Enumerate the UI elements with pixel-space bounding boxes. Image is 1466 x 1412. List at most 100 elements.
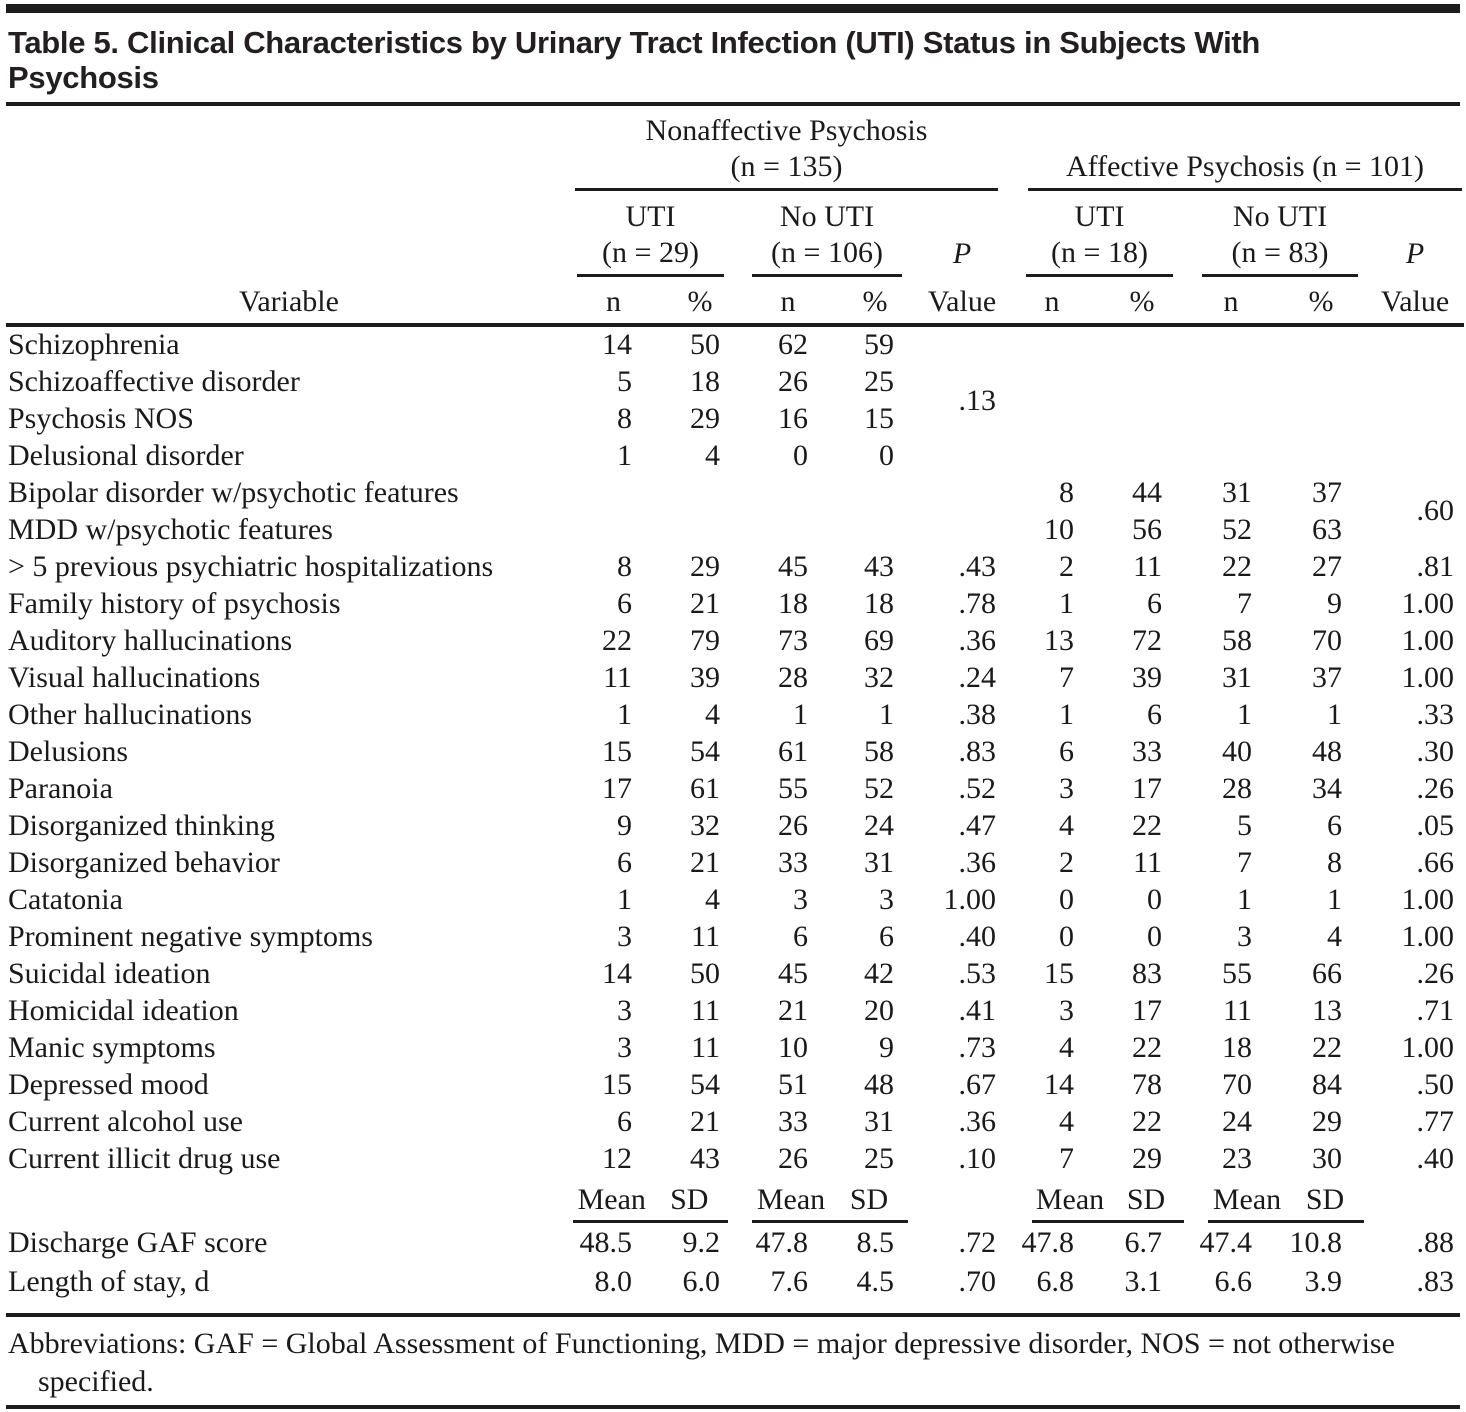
spacer [6,191,571,277]
value-cell: 31 [864,845,894,879]
value-cell: 39 [1132,660,1162,694]
table-row: Discharge GAF score 48.5 9.2 47.8 8.5 .72 47.8… [6,1223,1464,1262]
group-nonaffective-line2: (n = 135) [730,150,843,183]
row-label: Suicidal ideation [8,956,211,990]
value-cell: 34 [1312,771,1342,805]
value-cell: 18 [1222,1030,1252,1064]
value-cell: 6 [617,586,632,620]
value-cell: 23 [1222,1141,1252,1175]
value-cell: 29 [1312,1104,1342,1138]
value-cell: 6 [879,919,894,953]
n-column-header: n [571,277,656,327]
row-label: Paranoia [8,771,113,805]
value-cell: .26 [1416,771,1455,805]
abbreviations-footnote: Abbreviations: GAF = Global Assessment o… [8,1327,1395,1398]
p-header-nonaffective: P [952,237,972,270]
value-cell: 24 [1222,1104,1252,1138]
value-cell: 14 [602,956,632,990]
value-cell: 7.6 [770,1264,809,1298]
value-cell: 1 [1237,882,1252,916]
value-cell: 11 [1133,549,1162,583]
value-cell: 21 [778,993,808,1027]
subgroup-nouti-affective: No UTI (n = 83) [1186,191,1366,277]
mean-sd-pair: Mean SD [571,1177,744,1223]
value-cell: 2 [1059,845,1074,879]
value-cell: .88 [1416,1225,1455,1259]
value-cell: 26 [778,364,808,398]
value-cell: 47.8 [755,1225,809,1259]
value-cell: 6.6 [1214,1264,1253,1298]
nouti1-n: (n = 106) [771,236,883,269]
value-cell: 10 [1044,512,1074,546]
value-cell: .41 [958,993,997,1027]
value-cell [1276,325,1366,363]
value-cell: 61 [690,771,720,805]
value-cell [1098,400,1186,437]
subgroup-uti-nonaffective: UTI (n = 29) [571,191,744,277]
sd-label: SD [670,1183,709,1216]
value-cell: 7 [1059,1141,1074,1175]
value-cell: 3.9 [1304,1264,1343,1298]
value-cell: 22 [1132,1030,1162,1064]
table-row: Disorganized thinking 9 32 26 24 .47 4 22 5 6 .05 [6,807,1464,844]
table-row: Homicidal ideation 3 11 21 20 .41 3 17 11 13 .71 [6,992,1464,1029]
value-cell: 54 [690,1067,720,1101]
value-cell [1006,363,1098,400]
value-cell [832,511,918,548]
value-cell: 18 [864,586,894,620]
table-row: Visual hallucinations 11 39 28 32 .24 7 39 31 37 1… [6,659,1464,696]
top-rule [6,4,1460,13]
value-cell: 55 [1222,956,1252,990]
group-header-nonaffective: Nonaffective Psychosis (n = 135) [571,106,1006,191]
row-label: Depressed mood [8,1067,209,1101]
value-cell: 5 [1237,808,1252,842]
value-cell [656,511,744,548]
value-cell: 52 [864,771,894,805]
value-cell: 0 [879,438,894,472]
value-cell: 69 [864,623,894,657]
value-cell: 58 [1222,623,1252,657]
value-cell: 4 [1059,1104,1074,1138]
value-cell: 4 [1327,919,1342,953]
p-header-affective: P [1405,237,1425,270]
value-cell: 29 [690,401,720,435]
value-cell: 15 [864,401,894,435]
value-cell: 61 [778,734,808,768]
value-cell: 72 [1132,623,1162,657]
value-cell: 43 [864,549,894,583]
column-header-row: Variable n % n % Value n % n % Value [6,277,1465,327]
group-header-row: Nonaffective Psychosis (n = 135) Affecti… [6,106,1464,191]
value-cell: 22 [1132,1104,1162,1138]
value-cell: 4.5 [856,1264,895,1298]
sd-label: SD [1126,1183,1166,1216]
value-cell: 26 [778,808,808,842]
table-row: Current alcohol use 6 21 33 31 .36 4 22 24 29 .77 [6,1103,1464,1140]
value-cell: 54 [690,734,720,768]
value-cell: .05 [1416,808,1455,842]
table-row: Other hallucinations 1 4 1 1.38 1 6 1 1.33 [6,696,1464,733]
value-cell: 79 [690,623,720,657]
uti1-n: (n = 29) [602,236,699,269]
value-cell: 25 [864,364,894,398]
value-cell: 63 [1312,512,1342,546]
value-cell [1276,363,1366,400]
value-cell: .50 [1416,1067,1455,1101]
value-cell: 11 [691,993,720,1027]
value-cell: 18 [778,586,808,620]
value-cell [744,511,832,548]
value-cell: 18 [690,364,720,398]
value-cell: 8.5 [856,1225,895,1259]
value-cell: 30 [1312,1141,1342,1175]
row-label: Delusional disorder [8,438,244,472]
value-cell [1186,437,1276,474]
value-cell [918,474,1006,511]
value-cell [1006,400,1098,437]
value-cell: 3 [617,919,632,953]
value-cell: 27 [1312,549,1342,583]
value-cell: 11 [1223,993,1252,1027]
value-cell: 21 [690,845,720,879]
value-cell [571,511,656,548]
value-cell: 8 [617,549,632,583]
value-cell: 70 [1312,623,1342,657]
pct-column-header: % [832,277,918,327]
